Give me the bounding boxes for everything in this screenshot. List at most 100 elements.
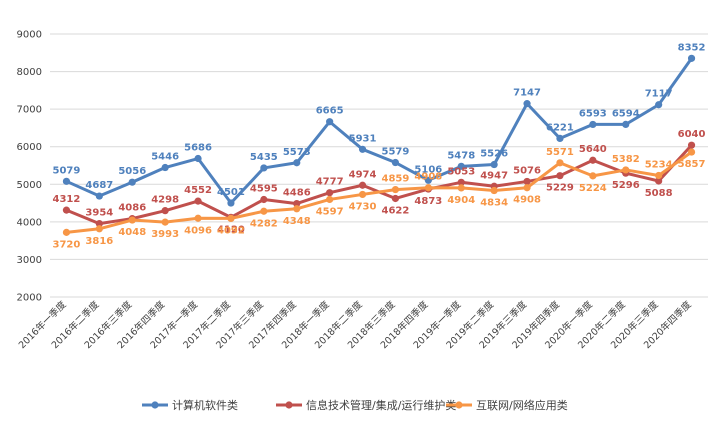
data-label: 5435 — [250, 152, 278, 163]
y-tick-label: 7000 — [17, 105, 42, 116]
data-label: 5686 — [184, 143, 212, 154]
y-tick-label: 2000 — [17, 293, 42, 304]
series-line — [65, 57, 693, 205]
data-label: 4096 — [184, 225, 212, 236]
data-label: 4908 — [513, 195, 541, 206]
y-axis: 2000 3000 4000 5000 6000 7000 8000 9000 — [17, 30, 42, 304]
data-label: 5382 — [612, 154, 640, 165]
data-label: 4904 — [447, 195, 475, 206]
data-point — [95, 225, 103, 233]
data-point — [655, 101, 663, 109]
data-point — [358, 145, 367, 153]
legend: 计算机软件类 信息技术管理/集成/运行维护类 互联网/网络应用类 — [142, 398, 568, 412]
data-point — [391, 194, 400, 203]
data-point — [95, 219, 103, 228]
data-label: 7147 — [513, 88, 541, 99]
data-point — [457, 162, 465, 170]
data-point — [161, 218, 169, 226]
y-tick-label: 3000 — [17, 255, 42, 266]
data-point — [490, 160, 498, 169]
legend-label: 信息技术管理/集成/运行维护类 — [306, 398, 456, 412]
data-label: 4120 — [217, 224, 245, 235]
data-point — [457, 178, 465, 186]
data-point — [655, 171, 663, 180]
y-tick-label: 4000 — [17, 217, 42, 228]
data-point — [62, 228, 71, 236]
data-label: 4730 — [349, 201, 377, 212]
data-point — [194, 214, 202, 222]
data-label: 4597 — [316, 206, 344, 217]
data-point — [260, 164, 268, 172]
data-label: 6593 — [579, 108, 607, 119]
legend-marker — [285, 401, 293, 409]
data-label: 3720 — [53, 239, 81, 250]
data-point — [194, 197, 202, 205]
data-point — [62, 177, 71, 185]
data-point — [523, 177, 531, 186]
data-label: 4486 — [283, 188, 311, 199]
data-label: 5224 — [579, 183, 607, 194]
data-point — [687, 148, 696, 156]
data-label: 5234 — [645, 159, 673, 170]
data-label: 5931 — [349, 133, 377, 144]
data-label: 5571 — [546, 147, 574, 158]
data-label: 6221 — [546, 122, 574, 133]
data-label: 5526 — [480, 149, 508, 160]
data-labels: 5079 4687 5056 5446 5686 4501 5435 5573 6665 5931… — [53, 42, 706, 250]
data-label: 6665 — [316, 106, 344, 117]
data-point — [161, 207, 169, 215]
data-label: 7117 — [645, 89, 673, 100]
data-label: 4312 — [53, 194, 81, 205]
data-point — [622, 120, 630, 128]
data-point — [128, 178, 136, 186]
data-label: 4348 — [283, 216, 311, 227]
data-point — [326, 189, 334, 197]
data-label: 5640 — [579, 144, 607, 155]
data-label: 4622 — [382, 205, 410, 216]
legend-label: 互联网/网络应用类 — [476, 398, 568, 412]
data-label: 5088 — [645, 188, 673, 199]
data-label: 4298 — [151, 195, 179, 206]
data-label: 5229 — [546, 183, 574, 194]
y-tick-label: 9000 — [17, 30, 42, 41]
data-label: 5579 — [382, 147, 410, 158]
data-point — [556, 172, 564, 180]
data-label: 4873 — [414, 196, 442, 207]
data-point — [62, 206, 71, 214]
x-axis: 2016年一季度2016年二季度2016年三季度2016年四季度2017年一季度… — [16, 298, 694, 351]
data-label: 4859 — [382, 174, 410, 185]
data-point — [556, 134, 564, 143]
data-point — [227, 214, 235, 223]
data-label: 5478 — [447, 150, 475, 161]
data-label: 3954 — [85, 208, 113, 219]
data-label: 5056 — [118, 166, 146, 177]
data-label: 5573 — [283, 147, 311, 158]
data-point — [490, 186, 498, 195]
data-point — [556, 159, 564, 167]
data-label: 5857 — [678, 159, 706, 170]
data-label: 5106 — [414, 164, 442, 175]
data-label: 4947 — [480, 170, 508, 181]
data-point — [293, 205, 301, 213]
data-point — [358, 190, 367, 199]
y-tick-label: 6000 — [17, 142, 42, 153]
data-point — [424, 176, 432, 184]
series-lines — [62, 54, 696, 236]
data-label: 5296 — [612, 180, 640, 191]
data-label: 8352 — [678, 42, 706, 53]
data-label: 4092 — [217, 225, 245, 236]
data-label: 4908 — [414, 172, 442, 183]
data-point — [391, 158, 400, 167]
data-point — [622, 166, 630, 174]
y-tick-label: 5000 — [17, 180, 42, 191]
data-point — [358, 181, 367, 189]
data-point — [424, 184, 432, 192]
data-label: 3816 — [85, 236, 113, 247]
data-label: 6040 — [678, 129, 706, 140]
data-point — [293, 159, 301, 167]
data-point — [391, 185, 400, 194]
legend-marker — [455, 401, 463, 409]
data-label: 5053 — [447, 166, 475, 177]
data-label: 4086 — [118, 203, 146, 214]
data-point — [161, 163, 169, 172]
